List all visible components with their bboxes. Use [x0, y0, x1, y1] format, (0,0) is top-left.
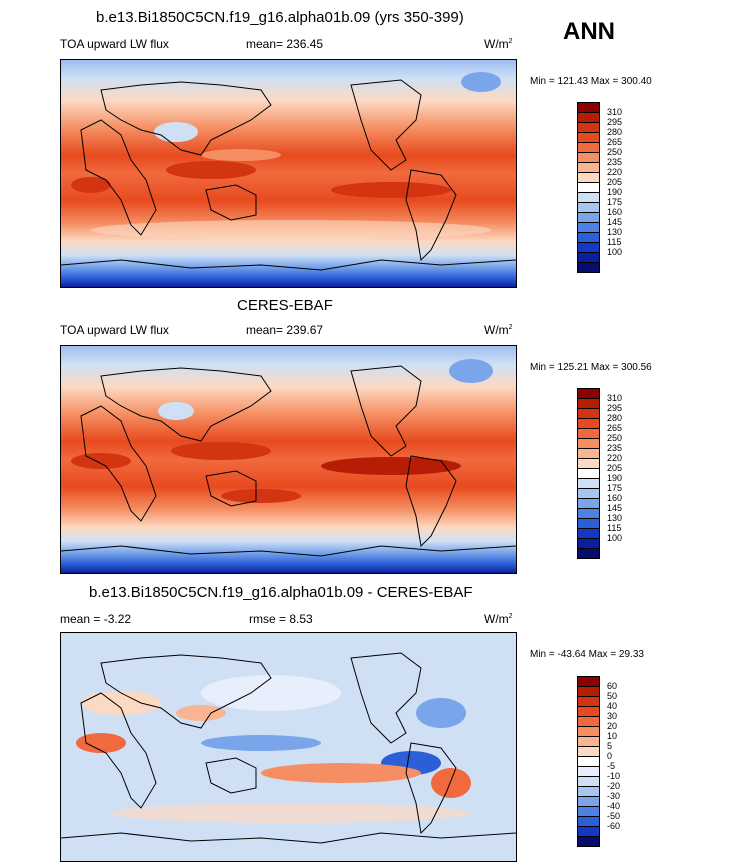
- panel1-units: W/m2: [484, 37, 513, 51]
- panel1-colorbar-tick-label: 130: [607, 227, 623, 237]
- panel1-colorbar-tick-label: 235: [607, 157, 623, 167]
- panel2-units: W/m2: [484, 323, 513, 337]
- panel3-colorbar-tick-label: 60: [607, 681, 618, 691]
- panel3-colorbar-tick-label: -40: [607, 801, 621, 811]
- panel3-colorbar-tick-label: 10: [607, 731, 618, 741]
- panel2-colorbar-tick-label: 220: [607, 453, 623, 463]
- panel1-colorbar-tick-label: 220: [607, 167, 623, 177]
- panel3-colorbar-tick-label: 40: [607, 701, 618, 711]
- panel3-colorbar-tick-label: 30: [607, 711, 618, 721]
- panel3-colorbar-tick-label: -30: [607, 791, 621, 801]
- panel3-colorbar-tick-label: 0: [607, 751, 613, 761]
- panel1-colorbar-tick-label: 145: [607, 217, 623, 227]
- panel3-title: b.e13.Bi1850C5CN.f19_g16.alpha01b.09 - C…: [89, 584, 473, 601]
- panel3-map: [60, 632, 517, 862]
- panel1-colorbar-tick-label: 250: [607, 147, 623, 157]
- panel1-colorbar-tick-label: 265: [607, 137, 623, 147]
- panel2-map: [60, 345, 517, 574]
- panel2-colorbar-tick-label: 235: [607, 443, 623, 453]
- panel2-colorbar-tick-label: 130: [607, 513, 623, 523]
- panel2-title: CERES-EBAF: [237, 297, 333, 314]
- panel3-colorbar-tick-label: -60: [607, 821, 621, 831]
- panel1-colorbar-tick-label: 310: [607, 107, 623, 117]
- panel1-colorbar-tick-label: 115: [607, 237, 622, 247]
- panel2-minmax: Min = 125.21 Max = 300.56: [530, 362, 652, 373]
- panel2-colorbar-tick-label: 115: [607, 523, 622, 533]
- panel2-colorbar-tick-label: 190: [607, 473, 623, 483]
- panel1-minmax: Min = 121.43 Max = 300.40: [530, 76, 652, 87]
- panel3-rmse: rmse = 8.53: [249, 612, 313, 626]
- panel3-units: W/m2: [484, 612, 513, 626]
- panel2-colorbar-tick-label: 205: [607, 463, 623, 473]
- panel3-minmax: Min = -43.64 Max = 29.33: [530, 649, 644, 660]
- panel2-colorbar-tick-label: 280: [607, 413, 623, 423]
- panel1-colorbar-tick-label: 205: [607, 177, 623, 187]
- panel3-colorbar-tick-label: 50: [607, 691, 618, 701]
- panel2-colorbar-tick-label: 145: [607, 503, 623, 513]
- panel3-mean: mean = -3.22: [60, 612, 132, 626]
- panel1-field-label: TOA upward LW flux: [60, 37, 169, 51]
- panel1-title: b.e13.Bi1850C5CN.f19_g16.alpha01b.09 (yr…: [96, 9, 464, 26]
- panel2-colorbar-tick-label: 250: [607, 433, 623, 443]
- panel1-mean: mean= 236.45: [246, 37, 324, 51]
- panel2-colorbar-tick-label: 175: [607, 483, 623, 493]
- panel2-colorbar-swatch: [577, 548, 600, 559]
- panel3-colorbar-swatch: [577, 836, 600, 847]
- panel2-colorbar-tick-label: 310: [607, 393, 623, 403]
- panel1-colorbar-tick-label: 100: [607, 247, 623, 257]
- panel3-colorbar: 60 50 40 30 20 10 5 0 -5 -10 -20 -30 -40 -50 -60: [577, 676, 657, 856]
- panel3-colorbar-tick-label: -5: [607, 761, 616, 771]
- season-label: ANN: [563, 18, 615, 45]
- panel2-field-label: TOA upward LW flux: [60, 323, 169, 337]
- panel2-colorbar-tick-label: 160: [607, 493, 623, 503]
- panel3-colorbar-tick-label: -20: [607, 781, 621, 791]
- panel1-colorbar-tick-label: 280: [607, 127, 623, 137]
- panel1-map: [60, 59, 517, 288]
- panel3-colorbar-tick-label: 5: [607, 741, 613, 751]
- panel2-mean: mean= 239.67: [246, 323, 324, 337]
- panel1-colorbar-tick-label: 295: [607, 117, 623, 127]
- panel1-colorbar-tick-label: 190: [607, 187, 623, 197]
- panel3-colorbar-tick-label: -10: [607, 771, 621, 781]
- panel1-colorbar-tick-label: 160: [607, 207, 623, 217]
- panel1-colorbar: 310 295 280 265 250 235 220 205 190 175 160 145 130 1…: [577, 102, 657, 282]
- panel1-colorbar-tick-label: 175: [607, 197, 623, 207]
- panel2-colorbar-tick-label: 100: [607, 533, 623, 543]
- panel3-colorbar-tick-label: 20: [607, 721, 618, 731]
- panel2-colorbar: 310 295 280 265 250 235 220 205 190 175 160 145 130 1…: [577, 388, 657, 568]
- panel2-colorbar-tick-label: 295: [607, 403, 623, 413]
- panel2-colorbar-tick-label: 265: [607, 423, 623, 433]
- panel1-colorbar-swatch: [577, 262, 600, 273]
- panel3-colorbar-tick-label: -50: [607, 811, 621, 821]
